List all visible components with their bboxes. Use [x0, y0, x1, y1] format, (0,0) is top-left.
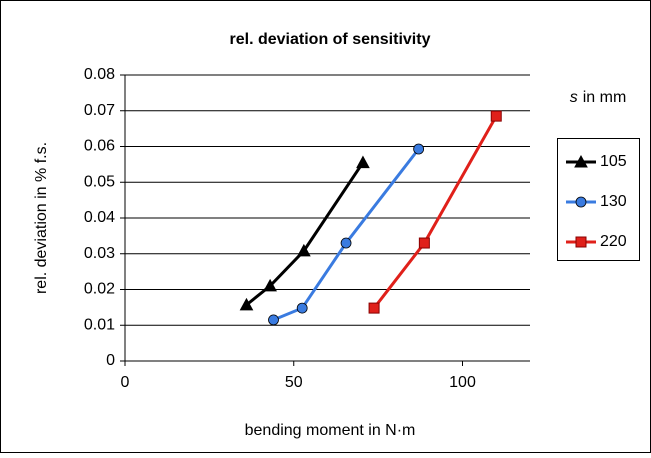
legend-title-symbol: s	[570, 89, 578, 106]
x-tick-label: 0	[121, 374, 130, 391]
marker	[413, 143, 425, 155]
marker	[239, 297, 254, 311]
y-tick-label: 0.05	[84, 173, 115, 190]
y-tick-label: 0.06	[84, 138, 115, 155]
marker	[268, 314, 279, 326]
y-tick-label: 0	[106, 352, 115, 369]
y-tick-label: 0.01	[84, 316, 115, 333]
x-tick-label: 100	[449, 374, 476, 391]
legend-title: s in mm	[570, 89, 627, 106]
marker	[490, 110, 502, 122]
y-axis-label: rel. deviation in % f.s.	[33, 142, 50, 294]
marker	[340, 237, 352, 249]
marker	[418, 237, 430, 249]
marker	[368, 302, 380, 314]
legend-box	[557, 138, 640, 261]
legend-label: 105	[600, 153, 627, 170]
series-line	[245, 161, 365, 307]
y-tick-label: 0.08	[84, 66, 115, 83]
legend-title-unit: in mm	[583, 89, 627, 106]
y-tick-label: 0.07	[84, 102, 115, 119]
chart-title: rel. deviation of sensitivity	[230, 31, 431, 48]
marker	[575, 236, 587, 248]
y-tick-label: 0.02	[84, 281, 115, 298]
legend-label: 220	[600, 233, 627, 250]
x-axis-label: bending moment in N·m	[245, 422, 416, 439]
x-tick-label: 50	[285, 374, 303, 391]
marker	[356, 155, 370, 169]
legend-label: 130	[600, 193, 627, 210]
marker	[574, 154, 588, 168]
y-tick-label: 0.04	[84, 209, 115, 226]
marker	[297, 243, 311, 257]
marker	[296, 302, 308, 314]
marker	[575, 196, 587, 208]
y-tick-label: 0.03	[84, 245, 115, 262]
marker	[263, 278, 277, 292]
series-line	[272, 148, 420, 322]
